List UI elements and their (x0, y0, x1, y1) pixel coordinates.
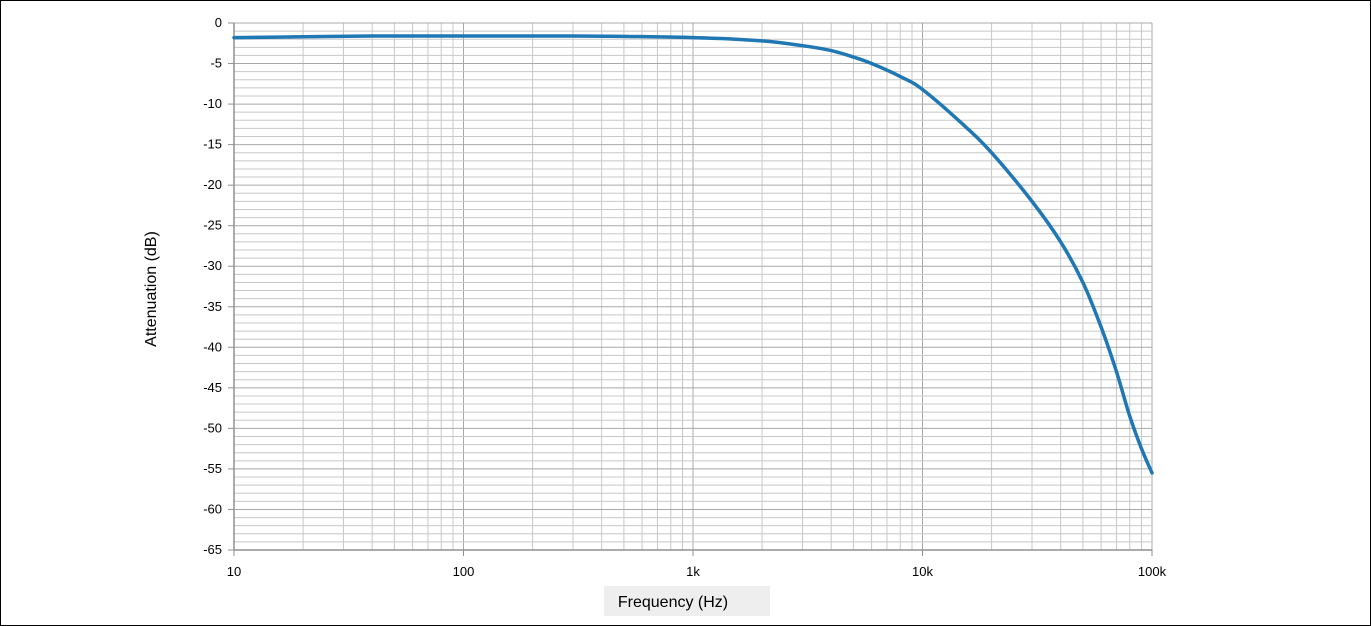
y-tick-label: -5 (210, 56, 222, 71)
y-tick-labels: 0 -5 -10 -15 -20 -25 -30 -35 -40 -45 -50 -55 -60 -65 (203, 15, 222, 557)
x-axis-title-background (604, 586, 770, 616)
y-tick-label: -60 (203, 501, 222, 516)
x-tick-label: 100 (453, 564, 475, 579)
y-tick-label: -45 (203, 380, 222, 395)
x-axis-title: Frequency (Hz) (618, 594, 728, 611)
y-tick-label: -25 (203, 218, 222, 233)
y-tick-label: -30 (203, 258, 222, 273)
y-axis-title: Attenuation (dB) (143, 231, 160, 347)
y-tick-label: 0 (215, 15, 222, 30)
y-tick-label: -10 (203, 96, 222, 111)
y-tick-label: -15 (203, 137, 222, 152)
x-tick-label: 10k (912, 564, 933, 579)
y-tick-label: -40 (203, 339, 222, 354)
x-tick-label: 100k (1138, 564, 1167, 579)
x-tick-label: 1k (686, 564, 700, 579)
y-tick-label: -65 (203, 542, 222, 557)
y-tick-label: -35 (203, 299, 222, 314)
y-tick-label: -20 (203, 177, 222, 192)
x-tick-labels: 10 100 1k 10k 100k (227, 564, 1167, 579)
y-tick-label: -55 (203, 461, 222, 476)
y-tick-label: -50 (203, 420, 222, 435)
axes (228, 22, 1153, 556)
attenuation-series-line (232, 34, 1154, 475)
x-tick-label: 10 (227, 564, 241, 579)
series-layer (232, 34, 1154, 475)
grid (233, 22, 1153, 551)
